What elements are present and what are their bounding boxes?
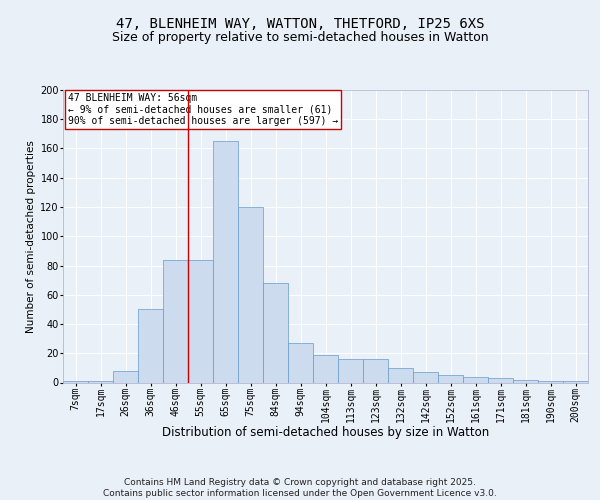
Bar xyxy=(263,283,288,382)
Bar xyxy=(113,371,138,382)
Bar xyxy=(338,359,363,382)
Text: Contains HM Land Registry data © Crown copyright and database right 2025.
Contai: Contains HM Land Registry data © Crown c… xyxy=(103,478,497,498)
Text: 47 BLENHEIM WAY: 56sqm
← 9% of semi-detached houses are smaller (61)
90% of semi: 47 BLENHEIM WAY: 56sqm ← 9% of semi-deta… xyxy=(68,93,338,126)
Bar xyxy=(438,375,463,382)
Bar xyxy=(363,359,388,382)
Bar xyxy=(388,368,413,382)
Bar xyxy=(188,260,213,382)
Bar xyxy=(413,372,438,382)
Bar xyxy=(238,207,263,382)
Y-axis label: Number of semi-detached properties: Number of semi-detached properties xyxy=(26,140,36,332)
Bar xyxy=(63,381,88,382)
Bar xyxy=(138,310,163,382)
Bar xyxy=(538,381,563,382)
Bar xyxy=(513,380,538,382)
Bar xyxy=(563,381,588,382)
X-axis label: Distribution of semi-detached houses by size in Watton: Distribution of semi-detached houses by … xyxy=(162,426,489,439)
Bar xyxy=(488,378,513,382)
Bar xyxy=(163,260,188,382)
Text: Size of property relative to semi-detached houses in Watton: Size of property relative to semi-detach… xyxy=(112,31,488,44)
Bar xyxy=(463,376,488,382)
Bar xyxy=(88,381,113,382)
Bar xyxy=(213,141,238,382)
Bar xyxy=(313,354,338,382)
Text: 47, BLENHEIM WAY, WATTON, THETFORD, IP25 6XS: 47, BLENHEIM WAY, WATTON, THETFORD, IP25… xyxy=(116,18,484,32)
Bar xyxy=(288,343,313,382)
